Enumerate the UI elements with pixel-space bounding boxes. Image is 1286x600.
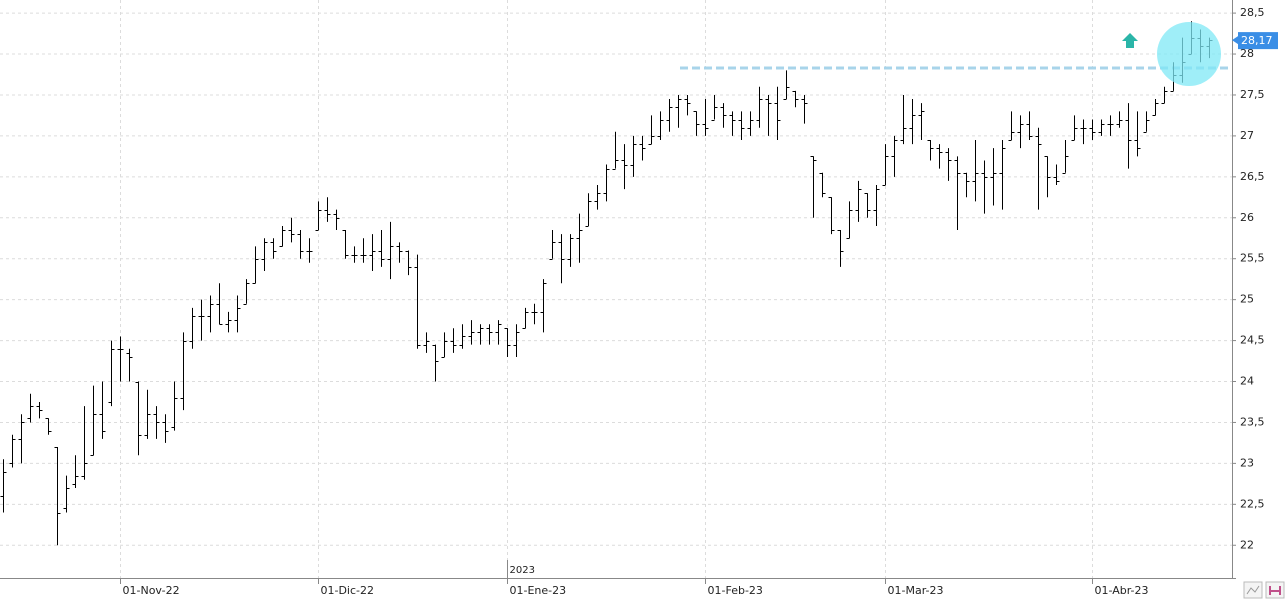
- y-tick-label: 22: [1240, 538, 1254, 551]
- y-tick-label: 25,5: [1240, 252, 1265, 265]
- highlight-circle: [1157, 22, 1221, 86]
- y-tick-label: 24,5: [1240, 334, 1265, 347]
- y-tick-label: 27: [1240, 129, 1254, 142]
- y-tick-label: 23: [1240, 456, 1254, 469]
- y-tick-label: 23,5: [1240, 415, 1265, 428]
- x-tick-label: 01-Mar-23: [888, 584, 944, 597]
- y-tick-label: 26,5: [1240, 170, 1265, 183]
- y-tick-label: 22,5: [1240, 497, 1265, 510]
- y-tick-label: 28,5: [1240, 6, 1265, 19]
- x-tick-label: 01-Dic-22: [321, 584, 375, 597]
- y-tick-label: 26: [1240, 211, 1254, 224]
- tool-icon: [1246, 585, 1260, 595]
- y-tick-label: 24: [1240, 375, 1254, 388]
- y-tick-label: 28: [1240, 47, 1254, 60]
- x-tick-label: 01-Abr-23: [1095, 584, 1149, 597]
- up-arrow: [1122, 33, 1138, 48]
- x-tick-label: 01-Ene-23: [510, 584, 567, 597]
- year-label: 2023: [510, 565, 535, 576]
- x-tick-label: 01-Nov-22: [123, 584, 180, 597]
- last-price-pointer: [1232, 36, 1238, 45]
- tool-icon: [1269, 586, 1281, 595]
- x-tick-label: 01-Feb-23: [708, 584, 763, 597]
- y-tick-label: 27,5: [1240, 88, 1265, 101]
- y-tick-label: 25: [1240, 293, 1254, 306]
- last-price-box: [1238, 32, 1278, 50]
- last-price-label: 28,17: [1241, 34, 1273, 47]
